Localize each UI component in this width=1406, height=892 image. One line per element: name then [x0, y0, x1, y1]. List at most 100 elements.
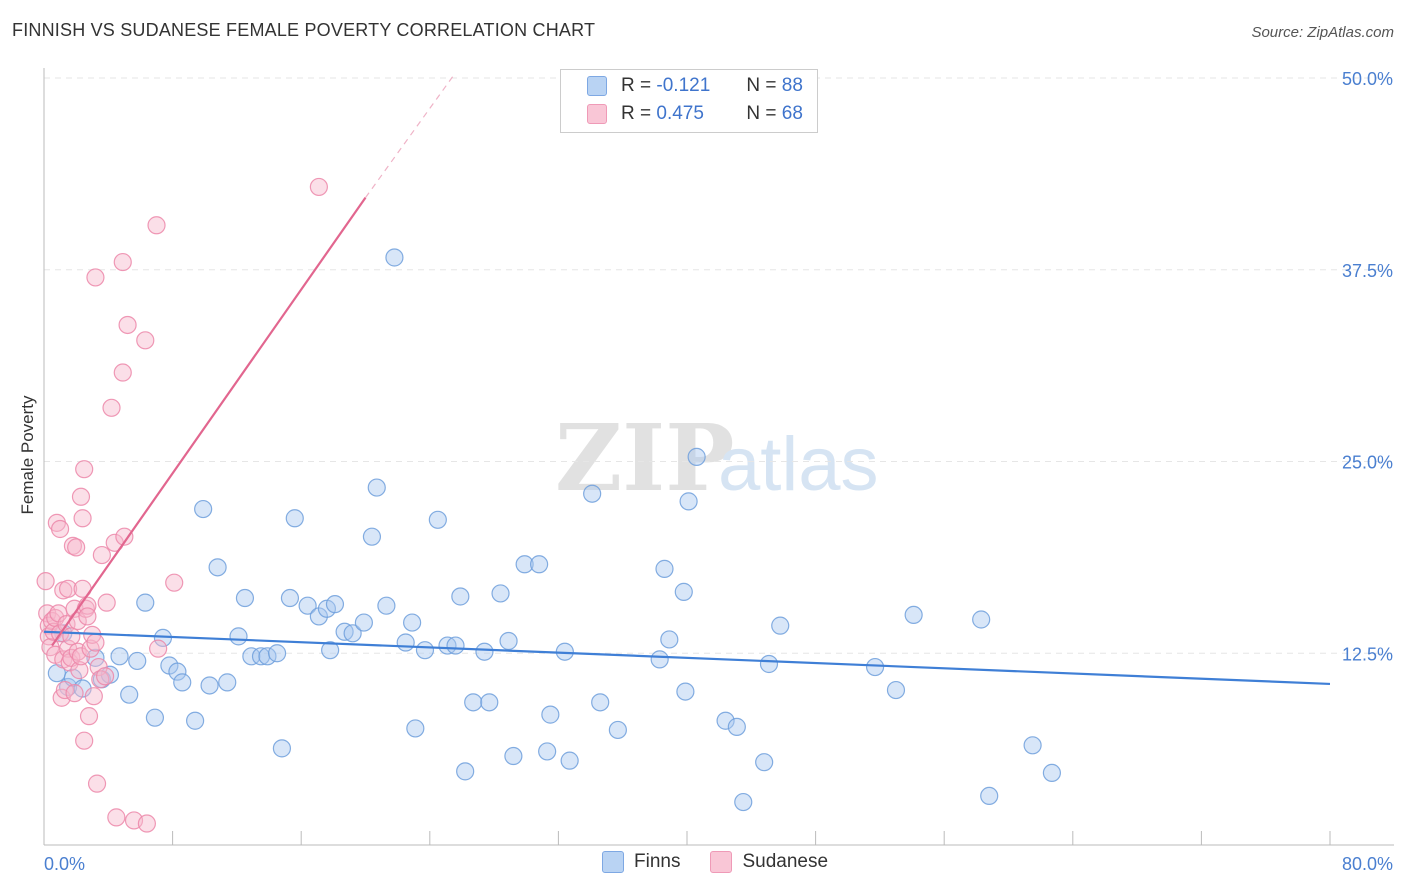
finns-point: [208, 558, 227, 577]
source-label: Source: ZipAtlas.com: [1251, 24, 1394, 41]
finns-point: [886, 680, 906, 700]
finns-point: [676, 682, 695, 701]
finns-point: [186, 711, 205, 730]
sudanese-point: [97, 593, 116, 612]
finns-point: [280, 588, 300, 608]
correlation-legend: R = -0.121 N = 88 R = 0.475 N = 68: [560, 69, 818, 133]
zipatlas-watermark: ZIP atlas: [555, 404, 879, 512]
legend-r-value: -0.121: [656, 75, 711, 96]
finns-point: [1042, 763, 1062, 783]
series-legend: Finns Sudanese: [602, 851, 858, 873]
y-tick-label: 12.5%: [1342, 644, 1393, 664]
chart-title: FINNISH VS SUDANESE FEMALE POVERTY CORRE…: [12, 20, 596, 40]
sudanese-point: [71, 647, 91, 666]
y-tick-label: 37.5%: [1342, 261, 1393, 281]
finns-point: [755, 753, 774, 772]
sudanese-point: [73, 509, 92, 528]
sudanese-point: [62, 627, 81, 646]
legend-row-finns: R = -0.121 N = 88: [587, 72, 803, 100]
sudanese-point: [86, 268, 105, 287]
finns-point: [385, 248, 404, 267]
sudanese-point: [107, 808, 126, 827]
finns-point: [428, 510, 447, 529]
sudanese-point: [50, 519, 70, 539]
finns-point: [972, 610, 991, 629]
finns-point: [674, 582, 693, 601]
legend-r-value: 0.475: [656, 103, 704, 124]
finns-point: [128, 651, 147, 671]
finns-point: [660, 630, 679, 649]
finns-point: [530, 555, 549, 574]
finns-point: [218, 673, 237, 692]
sudanese-point: [136, 331, 155, 350]
finns-point: [173, 673, 192, 692]
finns-point: [583, 484, 602, 503]
sudanese-point: [75, 460, 94, 479]
finns-legend-label: Finns: [634, 851, 681, 872]
finns-point: [120, 685, 139, 704]
finns-trend-line: [43, 630, 1331, 686]
finns-point: [759, 654, 779, 674]
finns-legend-swatch: [602, 851, 624, 873]
legend-n-label: N =: [746, 103, 777, 124]
finns-point: [560, 751, 579, 770]
sudanese-point: [75, 731, 94, 750]
finns-point: [298, 596, 317, 615]
sudanese-legend-swatch: [710, 851, 733, 873]
legend-item-finns: Finns: [602, 851, 680, 873]
legend-n-value: 88: [781, 75, 803, 96]
sudanese-point: [115, 527, 134, 546]
finns-point: [904, 605, 923, 625]
sudanese-point: [81, 639, 100, 658]
finns-point: [865, 657, 885, 677]
finns-point: [456, 762, 475, 781]
finns-point: [325, 595, 345, 614]
sudanese-point: [92, 545, 111, 565]
data-points: [36, 177, 1062, 833]
finns-point: [321, 641, 340, 660]
svg-text:atlas: atlas: [718, 422, 879, 507]
sudanese-point: [165, 573, 184, 592]
finns-point: [415, 641, 435, 660]
finns-point: [655, 559, 674, 578]
legend-n-label: N =: [746, 75, 777, 96]
sudanese-point: [91, 670, 110, 689]
sudanese-point: [67, 538, 86, 557]
finns-point: [475, 642, 494, 661]
sudanese-point: [87, 774, 107, 793]
finns-point: [396, 633, 415, 652]
sudanese-point: [86, 633, 105, 652]
sudanese-swatch: [587, 104, 607, 124]
sudanese-point: [78, 607, 97, 626]
finns-point: [406, 719, 425, 738]
finns-swatch: [587, 76, 607, 96]
finns-point: [771, 616, 790, 635]
legend-r-label: R =: [621, 75, 652, 96]
legend-r-label: R =: [621, 103, 652, 124]
trend-lines: [43, 74, 1331, 686]
y-tick-label: 25.0%: [1342, 453, 1393, 473]
finns-point: [687, 447, 706, 466]
legend-row-sudanese: R = 0.475 N = 68: [587, 100, 803, 128]
finns-point: [650, 650, 669, 669]
finns-point: [980, 786, 999, 806]
sudanese-point: [113, 252, 132, 272]
sudanese-point: [95, 667, 115, 686]
tick-labels: 12.5% 25.0% 37.5% 50.0% 0.0% 80.0%: [44, 69, 1393, 874]
sudanese-point: [149, 639, 168, 658]
finns-point: [194, 499, 213, 519]
finns-point: [591, 693, 610, 712]
finns-point: [242, 647, 261, 666]
sudanese-trend-extension: [365, 74, 455, 199]
finns-point: [491, 584, 510, 603]
finns-point: [504, 746, 523, 766]
finns-point: [354, 613, 373, 632]
finns-point: [110, 647, 129, 666]
finns-point: [229, 627, 248, 646]
x-tick-label: 80.0%: [1342, 854, 1393, 874]
finns-point: [679, 492, 698, 511]
finns-point: [716, 711, 735, 730]
sudanese-point: [36, 572, 55, 591]
sudanese-point: [65, 684, 84, 703]
finns-point: [538, 742, 557, 761]
